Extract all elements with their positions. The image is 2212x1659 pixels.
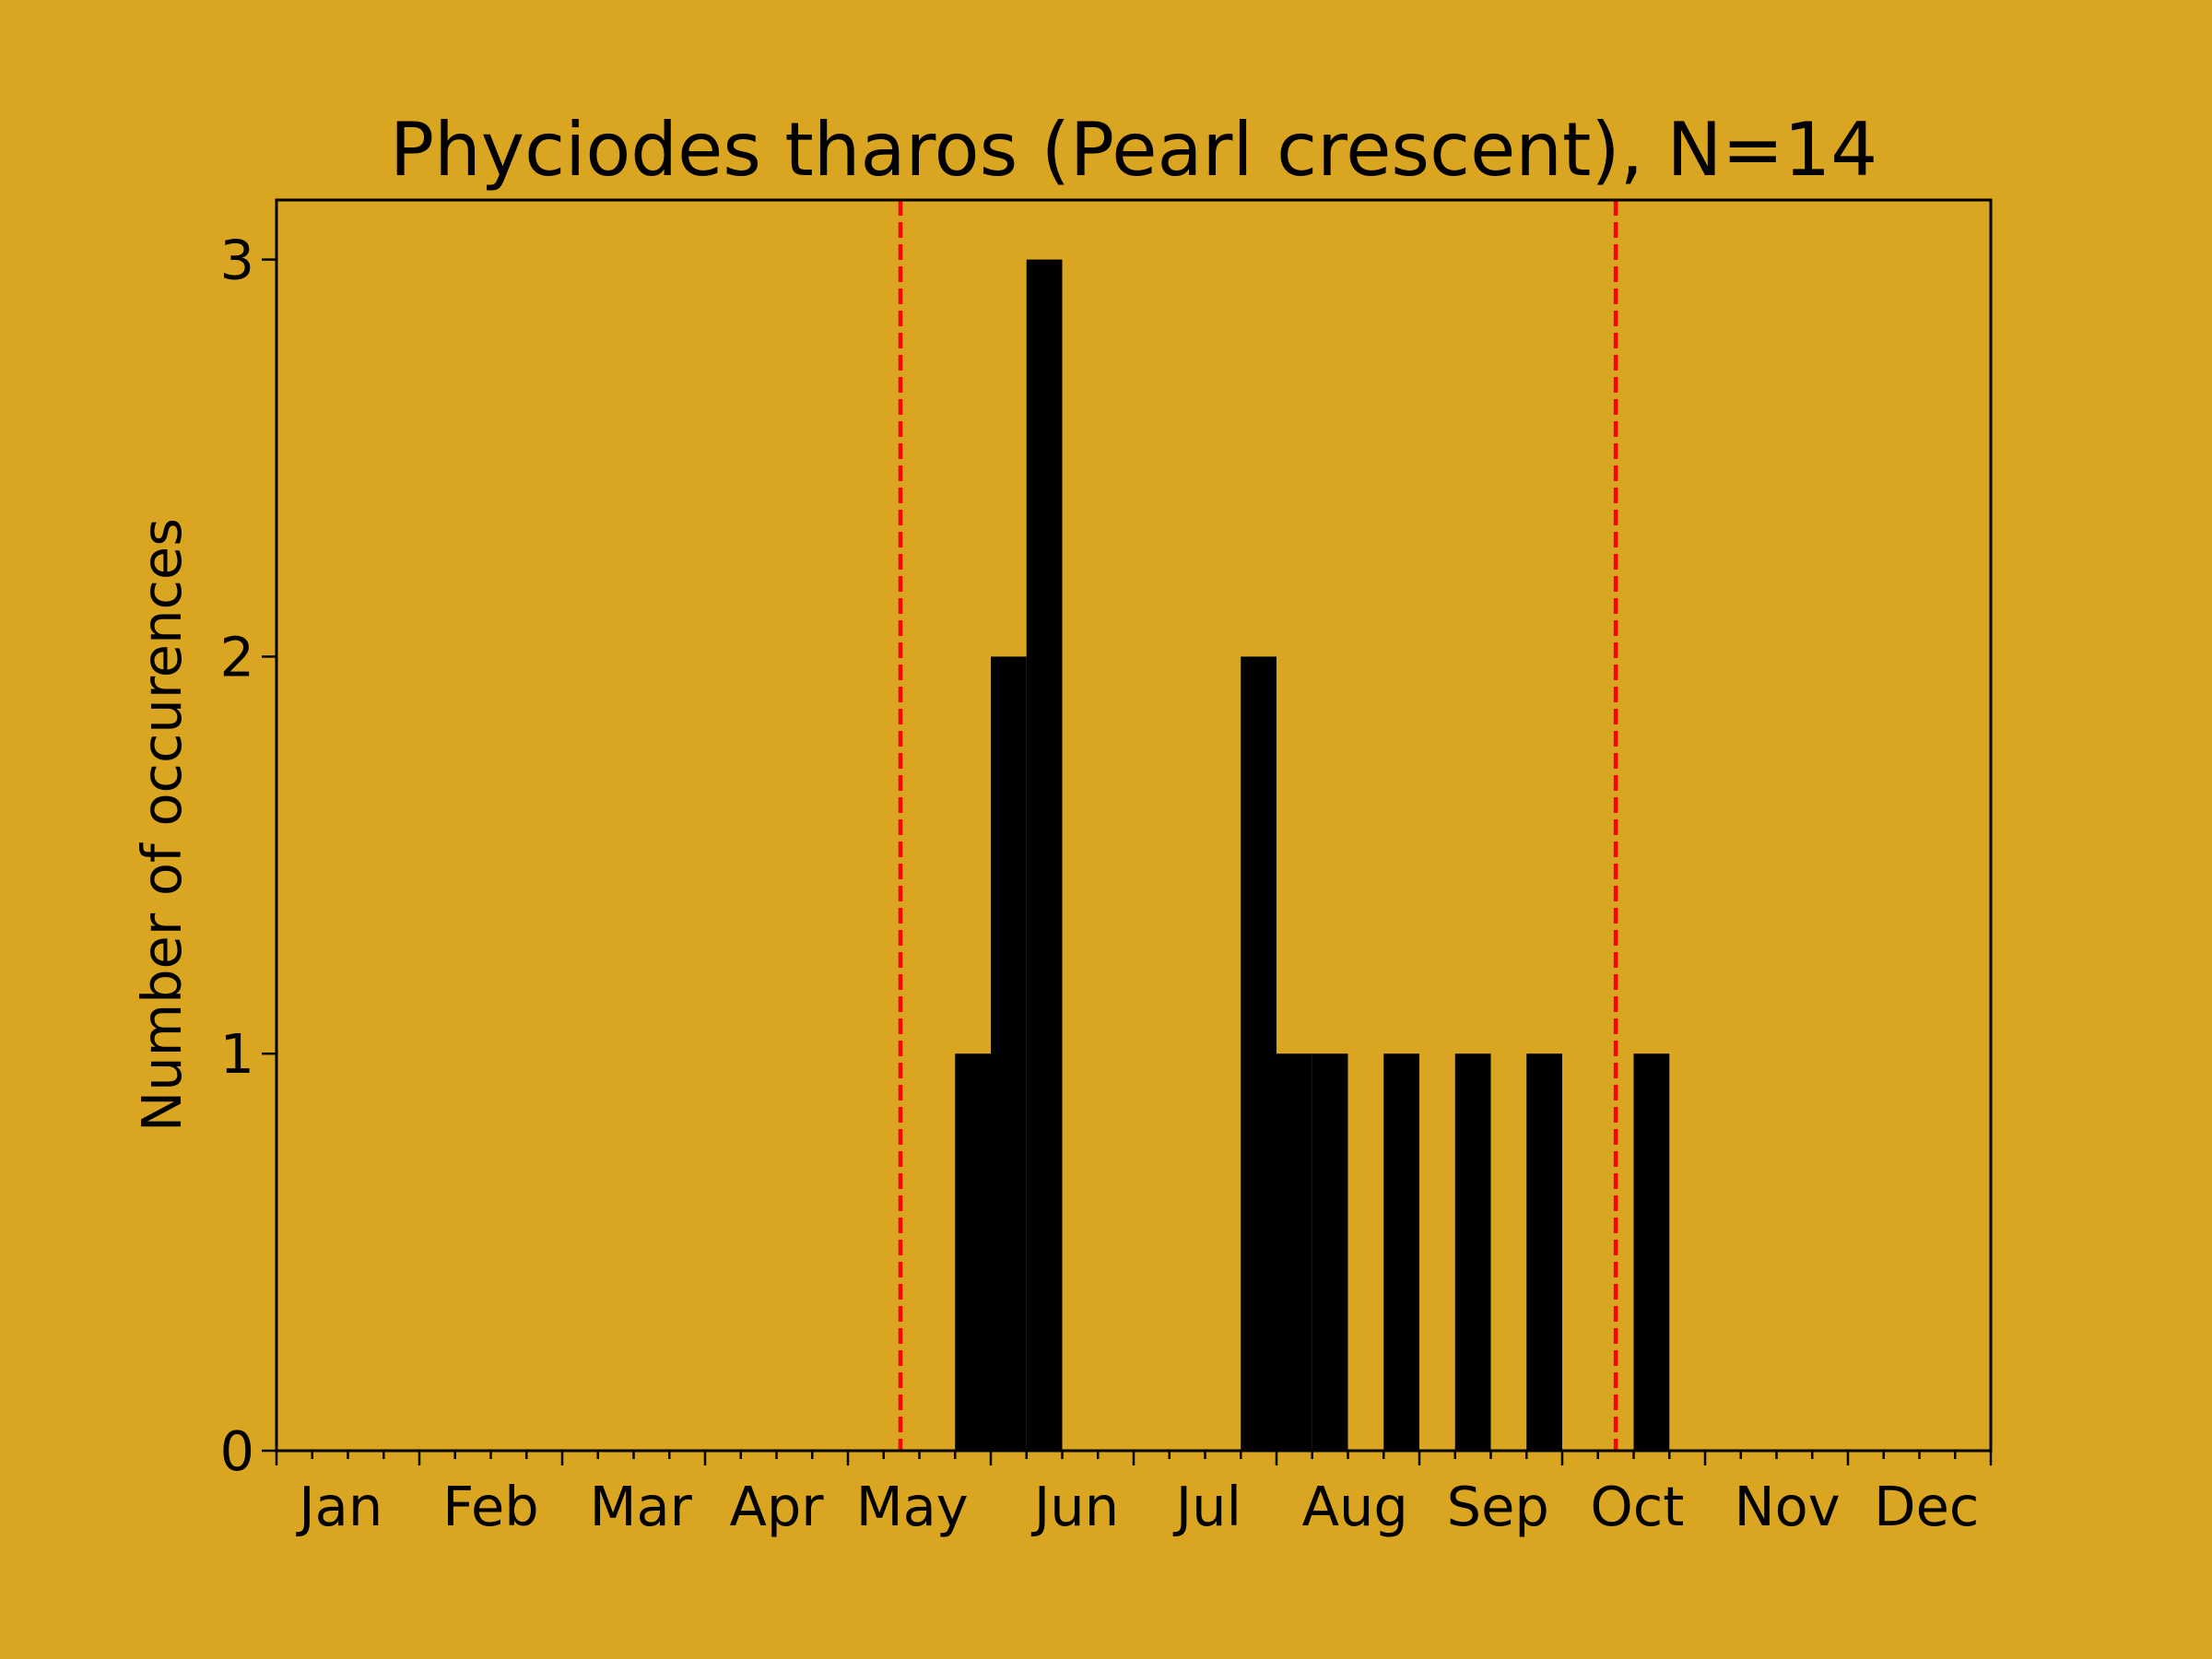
histogram-bar	[1312, 1053, 1348, 1451]
histogram-bar	[1026, 259, 1063, 1452]
x-tick-label: Oct	[1590, 1475, 1684, 1538]
histogram-bar	[955, 1053, 991, 1451]
histogram-bar	[1277, 1053, 1312, 1451]
y-tick-label: 1	[219, 1022, 254, 1086]
x-tick-label: Feb	[442, 1475, 538, 1538]
chart-title: Phyciodes tharos (Pearl crescent), N=14	[390, 107, 1877, 193]
histogram-bar	[1383, 1053, 1419, 1451]
y-axis-label: Number of occurences	[130, 518, 194, 1132]
x-tick-label: Jul	[1172, 1475, 1241, 1538]
x-tick-label: Apr	[729, 1475, 824, 1538]
histogram-bar	[1633, 1053, 1670, 1451]
y-tick-label: 0	[219, 1419, 254, 1483]
x-tick-label: Mar	[590, 1475, 693, 1538]
plot-frame	[275, 198, 1993, 1453]
histogram-bar	[1454, 1053, 1491, 1451]
histogram-bar	[991, 656, 1027, 1451]
x-tick-label: Dec	[1874, 1475, 1979, 1538]
x-tick-label: Jun	[1030, 1475, 1119, 1538]
x-tick-label: Sep	[1447, 1475, 1549, 1538]
x-tick-label: Jan	[295, 1475, 382, 1538]
x-tick-label: Aug	[1302, 1475, 1408, 1538]
histogram-bar	[1526, 1053, 1562, 1451]
y-tick-label: 3	[219, 229, 254, 292]
x-tick-label: May	[856, 1475, 969, 1538]
histogram-bar	[1241, 656, 1277, 1451]
x-tick-label: Nov	[1735, 1475, 1841, 1538]
y-tick-label: 2	[219, 625, 254, 688]
